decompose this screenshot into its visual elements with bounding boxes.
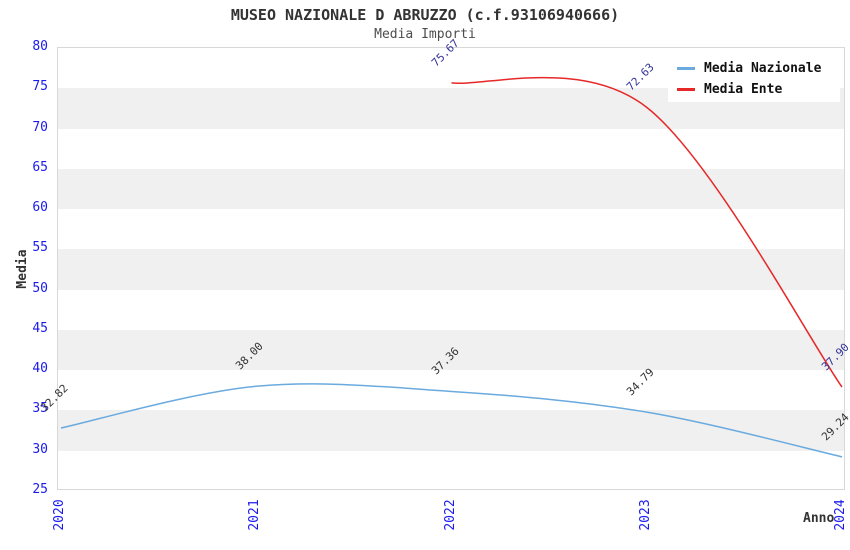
grid-band — [58, 249, 844, 290]
legend: Media Nazionale Media Ente — [668, 56, 840, 102]
y-tick-label: 50 — [32, 280, 48, 296]
chart-title: MUSEO NAZIONALE D ABRUZZO (c.f.931069406… — [230, 6, 620, 24]
legend-swatch-icon — [677, 87, 695, 91]
y-tick-label: 70 — [32, 119, 48, 135]
line-series-canvas — [60, 76, 843, 458]
y-tick-label: 55 — [32, 240, 48, 256]
legend-label: Media Ente — [704, 81, 783, 97]
y-axis-title: Media — [15, 249, 30, 289]
grid-band — [58, 329, 844, 371]
grid-band — [58, 410, 844, 451]
legend-swatch-icon — [677, 67, 695, 71]
legend-item: Media Ente — [668, 82, 840, 97]
y-tick-label: 60 — [32, 200, 48, 216]
x-tick-label: 2021 — [247, 499, 263, 531]
y-tick-label: 75 — [32, 79, 48, 95]
y-tick-label: 40 — [32, 361, 48, 377]
grid-band — [58, 168, 844, 210]
x-tick-label: 2023 — [637, 499, 653, 531]
y-tick-label: 30 — [32, 441, 48, 457]
plot-area — [57, 47, 845, 490]
legend-label: Media Nazionale — [704, 61, 822, 77]
legend-item: Media Nazionale — [668, 61, 840, 76]
series-line — [60, 383, 843, 458]
y-tick-label: 65 — [32, 159, 48, 175]
x-axis-title: Anno — [803, 511, 835, 526]
x-tick-label: 2022 — [442, 499, 458, 531]
x-tick-label: 2024 — [833, 499, 848, 531]
chart-subtitle: Media Importi — [374, 27, 476, 42]
y-tick-label: 45 — [32, 320, 48, 336]
y-tick-label: 35 — [32, 401, 48, 417]
series-line — [451, 76, 843, 388]
x-tick-label: 2020 — [52, 499, 67, 531]
y-tick-label: 80 — [32, 39, 48, 54]
y-tick-label: 25 — [32, 482, 48, 497]
